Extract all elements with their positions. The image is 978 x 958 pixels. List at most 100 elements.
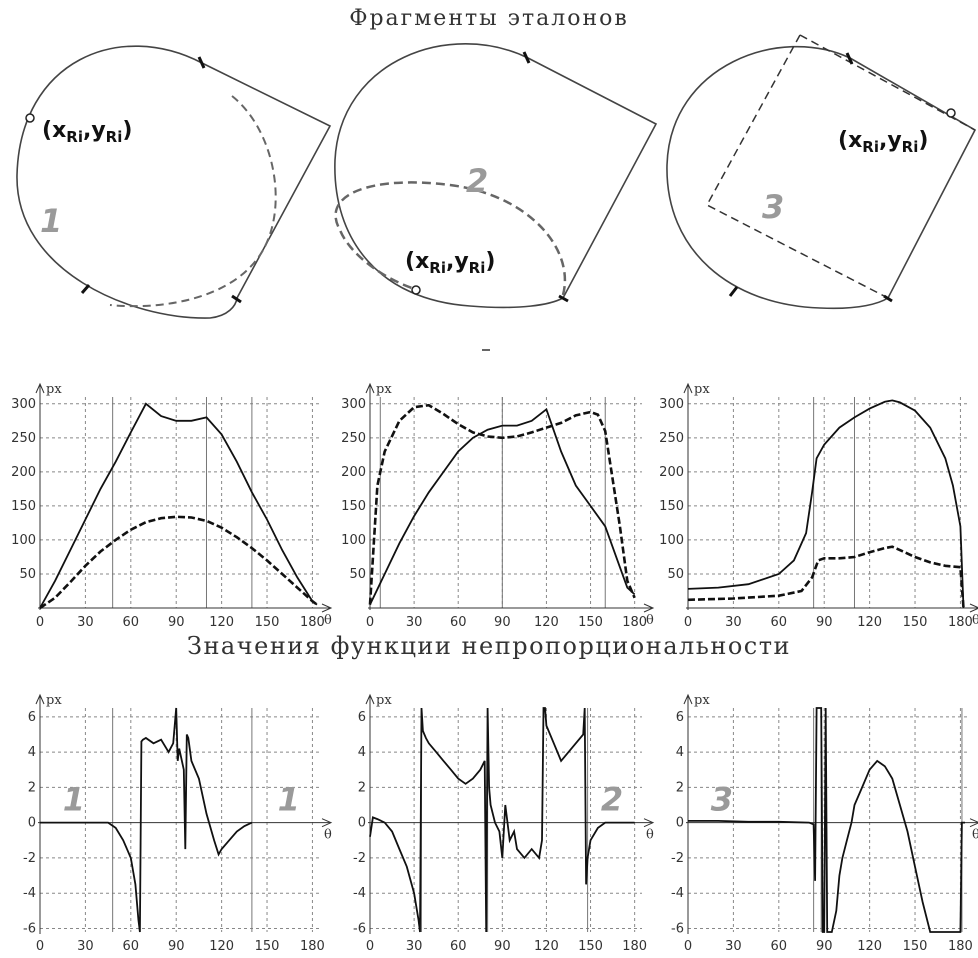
y-tick-label: 2 <box>358 780 366 795</box>
x-tick-label: 180 <box>948 615 973 630</box>
y-tick-label: -4 <box>671 886 684 901</box>
y-tick-label: 200 <box>11 465 36 480</box>
x-tick-label: 150 <box>578 615 603 630</box>
y-tick-label: 4 <box>676 745 684 760</box>
y-tick-label: -4 <box>23 886 36 901</box>
y-axis-label: px <box>694 693 710 708</box>
x-axis-arrow <box>321 603 333 613</box>
x-tick-label: 150 <box>903 939 928 954</box>
y-tick-label: -6 <box>671 921 684 936</box>
x-tick-label: 90 <box>168 615 185 630</box>
y-axis-label: px <box>46 693 62 708</box>
fragment-3-tick-bottom <box>883 294 893 303</box>
chart-2-distance: px θ 0 30 60 90 120 150 180 50 100 150 200 250 300 <box>341 382 655 630</box>
x-axis-label: θ <box>646 828 654 843</box>
y-axis-label: px <box>376 693 392 708</box>
y-tick-label: 2 <box>676 780 684 795</box>
x-tick-label: 120 <box>209 939 234 954</box>
x-tick-label: 30 <box>406 939 423 954</box>
grid <box>370 397 642 608</box>
x-axis-label: θ <box>646 613 654 628</box>
y-tick-label: 50 <box>667 567 684 582</box>
y-tick-label: 100 <box>11 533 36 548</box>
middle-heading: Значения функции непропорциональности <box>186 632 792 660</box>
fragment-3: 3 (xRi,yRi) <box>666 34 977 310</box>
x-tick-label: 0 <box>366 939 374 954</box>
y-tick-label: 150 <box>11 499 36 514</box>
x-axis-label: θ <box>324 613 332 628</box>
grid <box>688 397 968 608</box>
y-axis-label: px <box>46 382 62 397</box>
y-tick-label: 0 <box>28 816 36 831</box>
y-tick-label: -2 <box>671 851 684 866</box>
region-number-left: 3 <box>711 781 733 819</box>
x-tick-label: 150 <box>903 615 928 630</box>
x-tick-label: 120 <box>534 615 559 630</box>
x-tick-label: 60 <box>771 939 788 954</box>
y-tick-label: 6 <box>676 710 684 725</box>
y-axis-arrow <box>365 382 375 394</box>
top-heading: Фрагменты эталонов <box>349 6 629 31</box>
y-tick-label: 250 <box>11 431 36 446</box>
series-line-solid <box>369 707 635 933</box>
series-line-dashed <box>39 515 318 610</box>
fragment-3-point-label: (xRi,yRi) <box>838 128 928 156</box>
fragment-2-tick-bottom <box>558 294 569 303</box>
series-line-solid <box>369 407 636 605</box>
grid <box>40 397 320 608</box>
y-axis-arrow <box>365 693 375 705</box>
fragment-2-outline <box>334 43 658 309</box>
fragment-2-number: 2 <box>466 162 488 200</box>
x-axis-arrow <box>969 603 978 613</box>
x-tick-label: 90 <box>816 939 833 954</box>
y-tick-label: 300 <box>341 397 366 412</box>
x-tick-label: 90 <box>168 939 185 954</box>
y-tick-label: 100 <box>341 533 366 548</box>
series-line-solid <box>687 399 965 609</box>
y-tick-label: 2 <box>28 780 36 795</box>
y-axis-label: px <box>694 382 710 397</box>
x-tick-label: 30 <box>77 939 94 954</box>
fragment-2-tick-top <box>522 51 531 64</box>
x-tick-label: 90 <box>494 939 511 954</box>
reference-fragments: 1 (xRi,yRi) 2 (xRi,yRi) 3 (xRi,yRi) <box>16 34 977 351</box>
fragment-1: 1 (xRi,yRi) <box>16 45 332 319</box>
x-tick-label: 180 <box>622 615 647 630</box>
y-axis-arrow <box>35 693 45 705</box>
chart-1-disproportion: px θ 0 30 60 90 120 150 180 -6 -4 -2 0 2 4 6 1 1 <box>23 693 333 954</box>
fragment-3-point-marker <box>946 108 956 118</box>
x-tick-label: 180 <box>300 615 325 630</box>
chart-3-distance: px θ 0 30 60 90 120 150 180 50 100 150 200 250 300 <box>659 382 978 630</box>
fragment-1-dashed-ellipse <box>109 95 277 308</box>
x-tick-label: 0 <box>36 939 44 954</box>
y-axis-arrow <box>683 693 693 705</box>
x-tick-label: 30 <box>725 939 742 954</box>
fragment-3-outline <box>666 45 977 310</box>
fragment-1-point-label: (xRi,yRi) <box>42 118 132 146</box>
chart-1-distance: px θ 0 30 60 90 120 150 180 50 100 150 200 250 300 <box>11 382 333 630</box>
y-axis-arrow <box>35 382 45 394</box>
y-tick-label: 50 <box>349 567 366 582</box>
series-line-solid <box>688 707 965 933</box>
x-tick-label: 150 <box>255 939 280 954</box>
fragment-1-outline <box>16 45 332 319</box>
region-number-left: 1 <box>63 781 85 819</box>
fragment-3-dashed-square <box>705 34 976 299</box>
y-tick-label: -2 <box>23 851 36 866</box>
x-tick-label: 180 <box>300 939 325 954</box>
series-line-solid <box>40 707 253 933</box>
fragment-2-point-marker <box>411 285 421 295</box>
fragment-2: 2 (xRi,yRi) <box>334 43 658 309</box>
x-tick-label: 180 <box>948 939 973 954</box>
x-tick-label: 30 <box>725 615 742 630</box>
y-tick-label: 0 <box>676 816 684 831</box>
y-tick-label: 50 <box>19 567 36 582</box>
grid <box>688 708 968 932</box>
x-tick-label: 180 <box>622 939 647 954</box>
x-tick-label: 60 <box>450 615 467 630</box>
x-axis-arrow <box>321 818 333 828</box>
y-tick-label: 200 <box>341 465 366 480</box>
x-tick-label: 30 <box>406 615 423 630</box>
fragment-1-tick-bottom <box>80 284 91 294</box>
series-line-dashed <box>687 545 965 609</box>
